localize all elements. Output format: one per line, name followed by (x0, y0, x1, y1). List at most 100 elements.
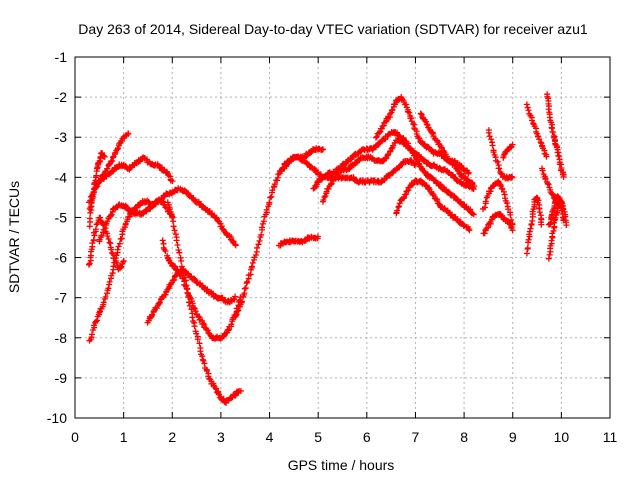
data-point-arc-j (185, 299, 192, 306)
data-point-arc-k (269, 187, 276, 194)
data-point-arc-k (266, 199, 273, 206)
data-point-arc-k (271, 181, 278, 188)
data-point-arc-j (215, 390, 222, 397)
data-point-arc-j (194, 336, 201, 343)
data-point-arc-d (97, 214, 104, 221)
data-point-arc-d (118, 263, 125, 270)
data-point-arc-e (105, 285, 112, 292)
data-point-arc-p (403, 101, 410, 108)
data-point-arc-j (179, 266, 186, 273)
data-point-arc-p (391, 101, 398, 108)
data-point-arc-t (494, 158, 501, 165)
data-point-arc-d (99, 221, 106, 228)
data-point-arc-k (242, 285, 249, 292)
data-point-arc-e (93, 317, 100, 324)
data-point-arc-d (86, 260, 93, 267)
data-point-arc-y (545, 181, 552, 188)
data-point-arc-d (120, 257, 127, 264)
data-point-arc-k (256, 237, 263, 244)
x-tick-label: 3 (217, 429, 225, 445)
data-point-arc-p (406, 109, 413, 116)
x-tick-label: 5 (314, 429, 322, 445)
x-tick-label: 11 (603, 429, 618, 445)
data-point-arc-c (87, 197, 94, 204)
data-point-arc-j (169, 214, 176, 221)
data-point-arc-e (111, 259, 118, 266)
data-point-arc-i (195, 313, 202, 320)
data-point-arc-w (536, 136, 543, 143)
data-point-arc-e (113, 252, 120, 259)
data-point-arc-o (436, 181, 443, 188)
data-point-arc-j (175, 247, 182, 254)
data-point-arc-k (254, 244, 261, 251)
data-point-arc-j (166, 206, 173, 213)
data-point-arc-j (185, 294, 192, 301)
data-point-arc-a (109, 158, 116, 165)
data-point-arc-p (465, 169, 472, 176)
data-point-arc-q (396, 200, 403, 207)
data-point-arc-s (502, 195, 509, 202)
data-point-arc-y (539, 167, 546, 174)
data-point-arc-j (237, 387, 244, 394)
data-point-arc-k (253, 252, 260, 259)
data-point-arc-ab (560, 217, 567, 224)
data-point-arc-i (228, 321, 235, 328)
data-point-arc-q (394, 207, 401, 214)
data-point-arc-g (232, 242, 239, 249)
data-point-arc-j (184, 285, 191, 292)
data-point-arc-e (110, 263, 117, 270)
data-point-arc-t (496, 165, 503, 172)
data-point-arc-d (117, 264, 124, 271)
data-point-arc-z (560, 173, 567, 180)
y-tick-label: -5 (55, 209, 68, 225)
data-point-arc-i (192, 308, 199, 315)
data-point-arc-x (525, 236, 532, 243)
data-point-arc-aa (546, 251, 553, 258)
data-point-arc-j (172, 231, 179, 238)
data-point-arc-c (90, 189, 97, 196)
data-point-arc-q (430, 192, 437, 199)
data-point-arc-j (168, 211, 175, 218)
data-point-arc-aa (548, 237, 555, 244)
data-point-arc-t (497, 170, 504, 177)
data-point-arc-k (248, 263, 255, 270)
x-tick-label: 4 (266, 429, 274, 445)
data-point-arc-e (118, 235, 125, 242)
x-tick-label: 10 (554, 429, 570, 445)
data-point-arc-q (435, 200, 442, 207)
data-point-arc-h (156, 299, 163, 306)
data-point-arc-k (234, 308, 241, 315)
data-point-arc-u (481, 230, 488, 237)
data-point-arc-i (172, 263, 179, 270)
data-point-arc-e (115, 243, 122, 250)
data-point-arc-t (490, 149, 497, 156)
data-point-arc-c (109, 167, 116, 174)
data-point-arc-w (523, 101, 530, 108)
data-point-arc-s (482, 198, 489, 205)
data-point-arc-d (104, 232, 111, 239)
data-point-arc-e (114, 246, 121, 253)
axis-ticks: 0 1 2 3 4 5 6 7 8 9 10 11 -10 -9 -8 -7 -6 -5 -4 -3 -2 -1 (47, 49, 618, 445)
data-point-arc-e (102, 294, 109, 301)
data-point-arc-j (171, 227, 178, 234)
y-tick-label: -3 (55, 129, 68, 145)
data-point-arc-b (87, 209, 94, 216)
data-point-arc-j (188, 306, 195, 313)
data-point-arc-x (526, 228, 533, 235)
data-point-arc-x (524, 245, 531, 252)
y-tick-label: -7 (55, 290, 68, 306)
data-point-arc-e (92, 318, 99, 325)
data-point-arc-j (201, 360, 208, 367)
data-point-arc-j (176, 249, 183, 256)
data-point-arc-s (507, 211, 514, 218)
data-point-arc-i (174, 266, 181, 273)
data-point-arc-ab (558, 207, 565, 214)
data-point-arc-j (170, 223, 177, 230)
data-point-arc-w (528, 117, 535, 124)
y-axis-label: SDTVAR / TECUs (6, 181, 22, 293)
data-point-arc-r (470, 183, 477, 190)
data-point-arc-d (93, 221, 100, 228)
data-point-arc-o (325, 185, 332, 192)
